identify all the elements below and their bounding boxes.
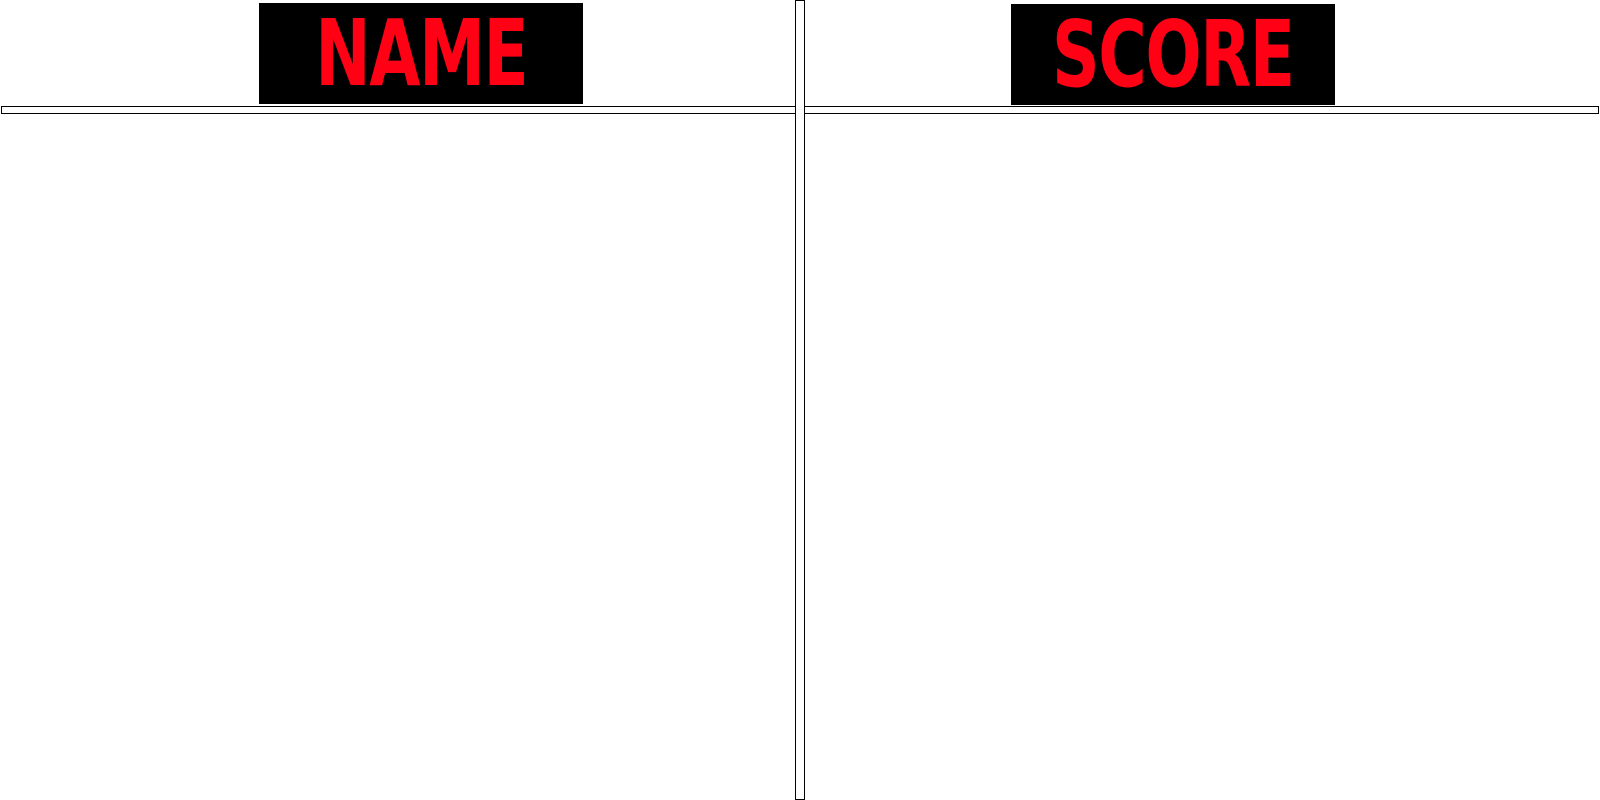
header-divider-right [804,106,1599,114]
column-divider [795,0,805,800]
score-header-label: SCORE [1052,4,1295,105]
header-divider-left [1,106,796,114]
name-header-label: NAME [314,3,529,104]
score-column [805,118,1600,800]
name-column [0,118,795,800]
name-header: NAME [259,3,583,104]
score-header: SCORE [1011,4,1335,105]
